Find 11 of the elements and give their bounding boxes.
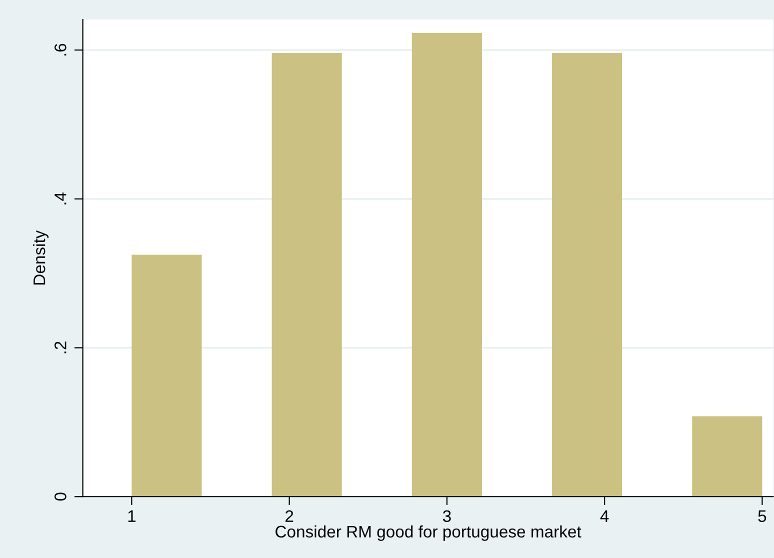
x-tick-label: 2: [286, 510, 294, 522]
x-tick-label: 4: [600, 510, 609, 522]
y-tick-label: 0: [54, 492, 66, 501]
y-tick-label: .6: [54, 44, 66, 56]
x-axis-title: Consider RM good for portuguese market: [276, 525, 582, 541]
x-tick-label: 1: [128, 510, 136, 522]
y-tick-label: .4: [54, 192, 66, 204]
x-tick-label: 5: [758, 510, 766, 522]
x-tick-label: 3: [442, 510, 451, 522]
y-tick-label: .2: [54, 342, 66, 354]
y-axis-title: Density: [32, 230, 49, 284]
